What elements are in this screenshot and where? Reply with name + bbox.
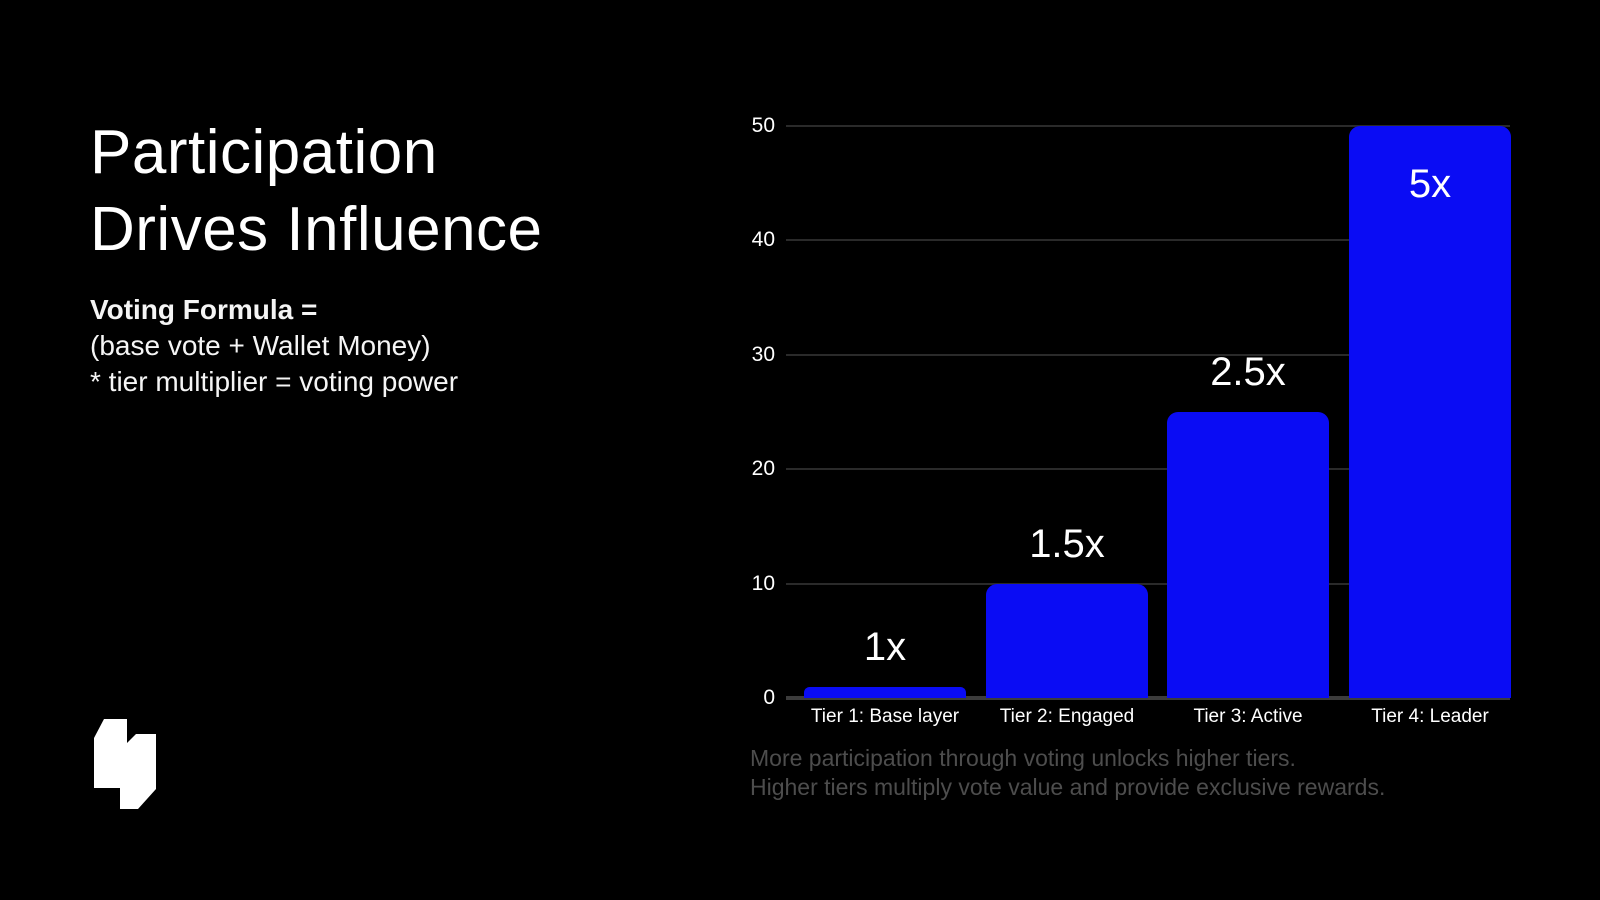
chart-caption: More participation through voting unlock…: [750, 744, 1385, 802]
bar-tier-3-active: [1167, 412, 1329, 698]
formula-line2: * tier multiplier = voting power: [90, 366, 459, 397]
x-tick-label: Tier 1: Base layer: [810, 706, 960, 727]
x-tick-label: Tier 4: Leader: [1371, 706, 1489, 727]
y-tick-label: 10: [751, 571, 775, 595]
gridline: [786, 125, 1510, 127]
bar-tier-4-leader: [1349, 126, 1511, 698]
x-axis-line: [786, 696, 1510, 700]
y-tick-label: 0: [763, 686, 775, 709]
page-title: Participation Drives Influence: [90, 114, 543, 268]
y-tick-label: 40: [751, 228, 775, 252]
page-title-line1: Participation: [90, 118, 438, 187]
y-tick-label: 20: [751, 457, 775, 481]
x-tick-label: Tier 2: Engaged: [999, 706, 1135, 727]
x-tick-label: Tier 3: Active: [1193, 706, 1303, 727]
bar-multiplier-label: 1x: [863, 624, 907, 669]
voting-formula: Voting Formula = (base vote + Wallet Mon…: [90, 292, 458, 400]
bar-tier-2-engaged: [986, 583, 1148, 698]
y-tick-label: 30: [751, 342, 775, 366]
chart-caption-line1: More participation through voting unlock…: [750, 745, 1296, 771]
bar-tier-1-base-layer: [804, 686, 966, 698]
bar-multiplier-label: 1.5x: [1029, 521, 1105, 566]
gridline: [786, 353, 1510, 356]
chart-caption-line2: Higher tiers multiply vote value and pro…: [750, 774, 1386, 800]
formula-line1: (base vote + Wallet Money): [90, 330, 431, 361]
page-title-line2: Drives Influence: [90, 195, 543, 264]
gridline: [786, 582, 1510, 585]
bar-multiplier-label: 5x: [1408, 162, 1452, 206]
gridline: [786, 239, 1510, 242]
formula-heading: Voting Formula =: [90, 294, 318, 325]
bar-multiplier-label: 2.5x: [1210, 350, 1286, 394]
company-logo-icon: [94, 719, 156, 809]
gridline: [786, 468, 1510, 471]
y-tick-label: 50: [751, 114, 775, 137]
